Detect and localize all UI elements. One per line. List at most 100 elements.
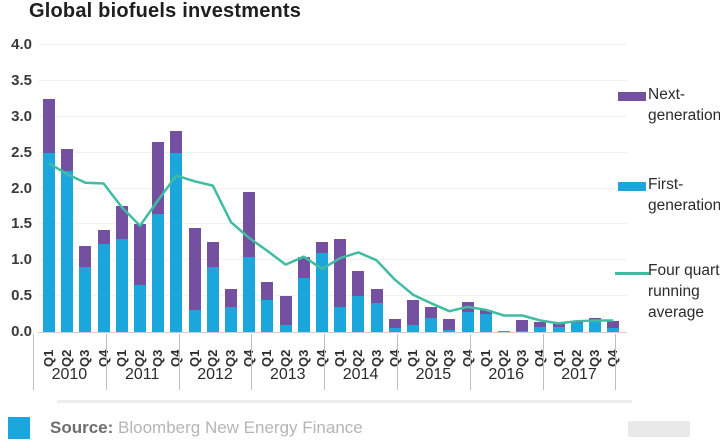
x-tick-2010-Q4: Q4	[95, 349, 111, 367]
x-tick-2015-Q2: Q2	[423, 349, 439, 367]
year-separator	[33, 334, 34, 390]
x-tick-2013-Q2: Q2	[277, 349, 293, 367]
x-tick-2010-Q1: Q1	[41, 349, 56, 367]
segment-next-generation	[516, 319, 529, 331]
year-separator	[542, 334, 544, 390]
segment-first-generation	[97, 244, 110, 332]
year-label-2011: 2011	[124, 366, 160, 383]
segment-next-generation	[170, 131, 183, 153]
segment-first-generation	[297, 278, 310, 332]
y-tick-label: 1.0	[11, 251, 32, 269]
segment-first-generation	[607, 328, 620, 332]
bar-2014-Q1	[334, 238, 347, 332]
gridline	[38, 223, 627, 225]
gridline	[38, 115, 627, 117]
segment-next-generation	[534, 321, 547, 327]
x-tick-2010-Q2: Q2	[59, 349, 75, 367]
year-label-2010: 2010	[51, 366, 88, 383]
x-tick-2016-Q1: Q1	[477, 349, 493, 367]
bar-2013-Q3	[297, 256, 310, 332]
segment-next-generation	[279, 296, 292, 325]
segment-first-generation	[461, 311, 474, 332]
gridline	[38, 44, 627, 45]
bar-2013-Q4	[316, 242, 328, 332]
segment-next-generation	[206, 242, 219, 268]
gridline	[38, 259, 627, 261]
segment-first-generation	[479, 314, 492, 332]
running-average-line	[48, 162, 614, 325]
bar-2016-Q4	[534, 321, 547, 332]
segment-next-generation	[97, 230, 110, 245]
segment-first-generation	[589, 321, 601, 332]
bar-2010-Q2	[61, 149, 74, 332]
segment-next-generation	[297, 256, 310, 279]
x-tick-2013-Q1: Q1	[259, 349, 275, 367]
x-tick-2012-Q4: Q4	[241, 349, 257, 367]
x-tick-2017-Q4: Q4	[605, 349, 621, 367]
bar-2014-Q2	[352, 271, 365, 332]
bar-2011-Q1	[115, 206, 128, 332]
bar-2010-Q1	[43, 98, 55, 332]
segment-first-generation	[279, 324, 292, 332]
bar-2012-Q2	[206, 242, 219, 332]
legend-label: Next-generation	[648, 86, 720, 124]
segment-first-generation	[206, 267, 219, 332]
segment-first-generation	[334, 306, 347, 332]
bar-2016-Q3	[516, 319, 529, 332]
year-separator	[251, 334, 253, 390]
segment-first-generation	[79, 267, 92, 332]
segment-next-generation	[498, 330, 510, 332]
segment-next-generation	[79, 245, 92, 268]
segment-first-generation	[134, 285, 146, 332]
year-separator	[178, 334, 180, 390]
segment-first-generation	[43, 152, 55, 332]
bar-2013-Q2	[279, 296, 292, 332]
bar-2015-Q2	[425, 306, 438, 332]
y-tick-label: 2.5	[11, 143, 32, 161]
segment-next-generation	[188, 227, 201, 311]
chart-area: 0.0 0.5 1.0 1.5 2.0 2.5 3.0 3.5 4.0 Q1 Q2 Q3 Q4 2010…	[11, 36, 627, 390]
source-value: Bloomberg New Energy Finance	[113, 418, 363, 437]
segment-first-generation	[225, 306, 237, 332]
year-label-2015: 2015	[415, 366, 452, 383]
year-separator	[615, 334, 617, 390]
segment-first-generation	[407, 324, 419, 332]
y-tick-label: 1.5	[11, 215, 32, 233]
bar-2014-Q3	[370, 288, 383, 332]
segment-next-generation	[388, 319, 401, 329]
segment-next-generation	[261, 281, 274, 300]
segment-first-generation	[570, 323, 583, 332]
year-label-2017: 2017	[561, 366, 597, 383]
segment-first-generation	[534, 326, 547, 332]
legend-item-next-generation: Next-generation	[618, 84, 720, 126]
y-tick-label: 4.0	[11, 36, 32, 53]
source-row: Source: Bloomberg New Energy Finance	[0, 414, 720, 446]
segment-first-generation	[370, 303, 383, 332]
gridline	[38, 151, 627, 153]
year-label-2014: 2014	[342, 366, 379, 383]
y-tick-label: 2.0	[11, 179, 32, 197]
year-separator	[105, 334, 107, 390]
x-tick-2012-Q1: Q1	[186, 349, 202, 367]
year-separator	[324, 334, 326, 390]
segment-next-generation	[316, 242, 328, 254]
segment-first-generation	[115, 238, 128, 332]
plot-area	[38, 44, 627, 333]
bar-2014-Q4	[388, 319, 401, 332]
segment-next-generation	[425, 306, 438, 318]
bar-2015-Q1	[407, 299, 419, 332]
segment-first-generation	[425, 317, 438, 332]
segment-first-generation	[243, 256, 256, 332]
x-tick-2015-Q1: Q1	[405, 349, 420, 367]
segment-next-generation	[607, 321, 620, 329]
legend-swatch-icon	[615, 272, 649, 275]
x-tick-2012-Q3: Q3	[223, 349, 238, 367]
legend-label: First-generation	[648, 176, 720, 214]
source-text: Source: Bloomberg New Energy Finance	[50, 418, 363, 438]
x-tick-2014-Q2: Q2	[350, 349, 366, 367]
segment-first-generation	[170, 152, 183, 332]
segment-next-generation	[443, 319, 456, 330]
segment-first-generation	[443, 329, 456, 332]
segment-next-generation	[115, 206, 128, 239]
